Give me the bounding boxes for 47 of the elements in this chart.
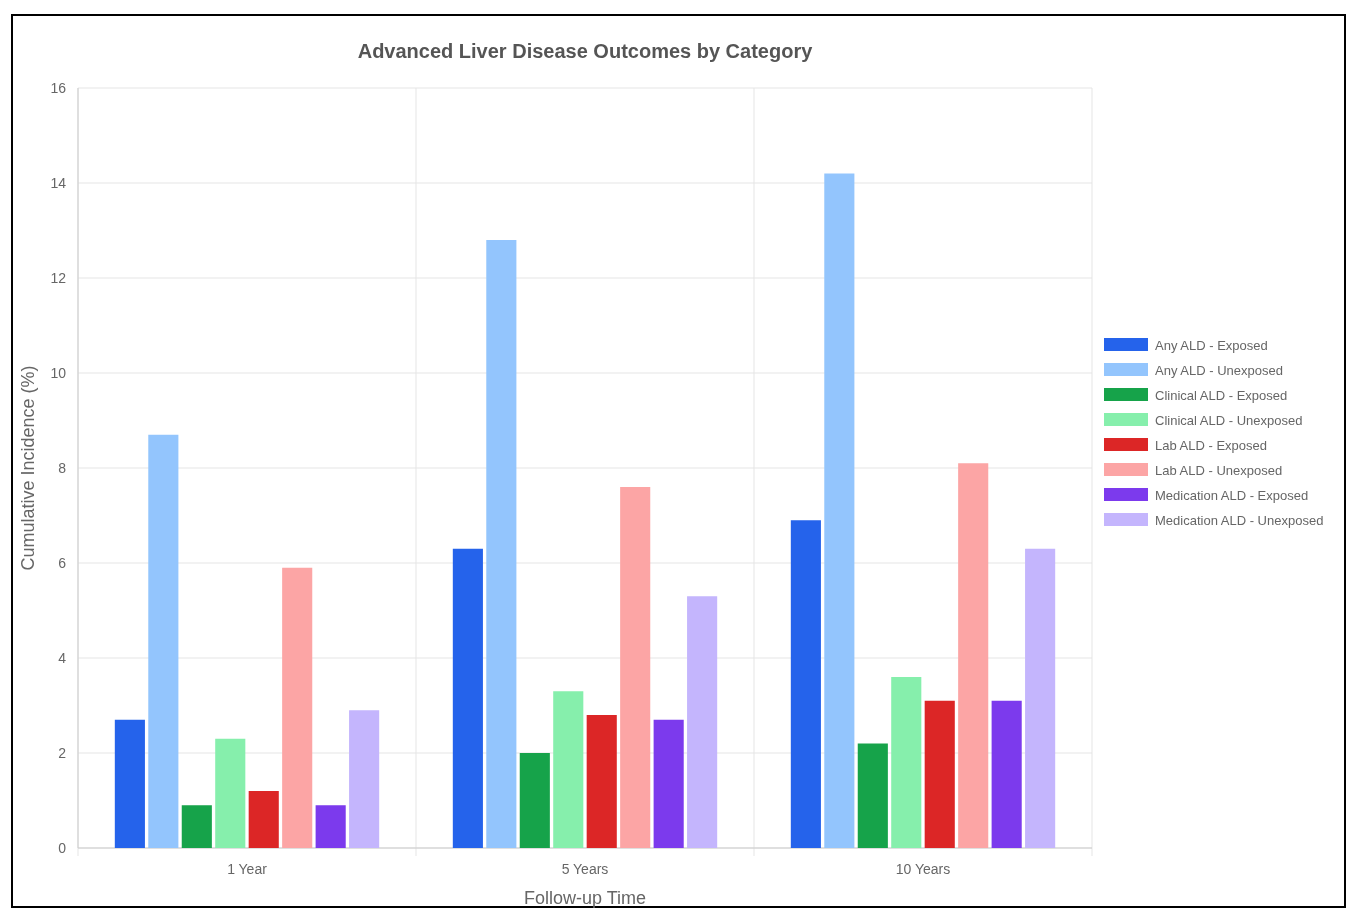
bar [586, 715, 617, 848]
bar [653, 719, 684, 848]
bar [687, 596, 718, 848]
bar [148, 434, 179, 848]
legend-label: Clinical ALD - Exposed [1155, 387, 1288, 403]
y-axis-title: Cumulative Incidence (%) [18, 365, 38, 571]
bar [215, 738, 246, 848]
bar [452, 548, 483, 848]
bar [1025, 548, 1056, 848]
x-tick-label: 5 Years [561, 861, 609, 877]
legend-label: Lab ALD - Unexposed [1155, 462, 1283, 478]
chart-title: Advanced Liver Disease Outcomes by Category [357, 40, 814, 62]
bar [958, 463, 989, 848]
bar [891, 677, 922, 848]
y-tick-label: 10 [50, 364, 67, 381]
y-tick-label: 12 [50, 269, 67, 286]
bar [857, 743, 888, 848]
x-tick-label: 10 Years [895, 861, 951, 877]
bar [349, 710, 380, 848]
bar [519, 753, 550, 848]
bar [553, 691, 584, 848]
legend-label: Medication ALD - Exposed [1155, 487, 1309, 503]
bar [824, 173, 855, 848]
x-tick-label: 1 Year [227, 861, 268, 877]
bar [114, 719, 145, 848]
legend-label: Clinical ALD - Unexposed [1155, 412, 1303, 428]
y-tick-label: 8 [58, 459, 67, 476]
bar [991, 700, 1022, 848]
bar [181, 805, 212, 848]
bar [486, 240, 517, 848]
bar [790, 520, 821, 848]
bar [315, 805, 346, 848]
y-tick-label: 4 [58, 649, 67, 666]
y-tick-label: 14 [50, 174, 67, 191]
bar [924, 700, 955, 848]
y-tick-label: 6 [58, 554, 67, 571]
legend-label: Medication ALD - Unexposed [1155, 512, 1324, 528]
legend-label: Any ALD - Unexposed [1155, 362, 1283, 378]
legend-label: Lab ALD - Exposed [1155, 437, 1268, 453]
y-tick-label: 16 [50, 79, 67, 96]
legend-label: Any ALD - Exposed [1155, 337, 1268, 353]
x-axis-title: Follow-up Time [523, 888, 647, 908]
bar [620, 487, 651, 848]
bar [282, 567, 313, 848]
y-tick-label: 0 [58, 839, 67, 856]
bar [248, 791, 279, 848]
y-tick-label: 2 [58, 744, 67, 761]
